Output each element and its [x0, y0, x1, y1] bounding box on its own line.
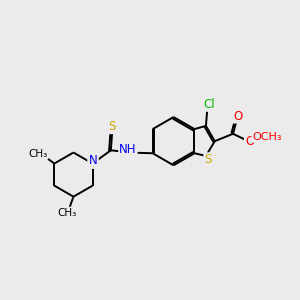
Text: Cl: Cl — [203, 98, 215, 111]
Text: CH₃: CH₃ — [28, 149, 47, 159]
Text: O: O — [233, 110, 242, 123]
Text: CH₃: CH₃ — [57, 208, 76, 218]
Text: N: N — [88, 155, 97, 168]
Text: O: O — [245, 135, 254, 148]
Text: S: S — [109, 120, 116, 133]
Text: S: S — [204, 153, 212, 166]
Text: OCH₃: OCH₃ — [252, 132, 282, 142]
Text: N: N — [89, 154, 98, 167]
Text: NH: NH — [119, 142, 137, 156]
